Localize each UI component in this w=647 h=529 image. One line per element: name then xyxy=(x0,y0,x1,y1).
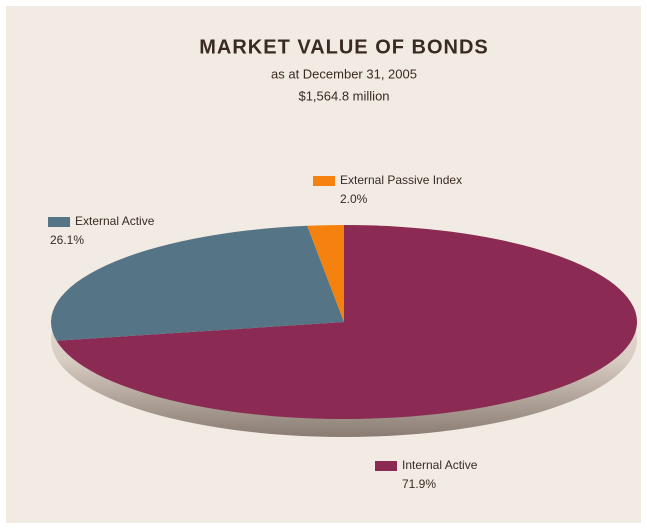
legend-label: External Active xyxy=(75,214,155,228)
legend-swatch xyxy=(48,217,70,227)
value-label: 26.1% xyxy=(50,233,84,247)
legend-label: Internal Active xyxy=(402,458,478,472)
value-label: 2.0% xyxy=(340,192,368,206)
legend-swatch xyxy=(375,461,397,471)
legend-swatch xyxy=(313,176,335,186)
subtitle: as at December 31, 2005 xyxy=(271,66,417,81)
pie-slice xyxy=(51,225,345,341)
pie-slice xyxy=(307,225,344,322)
legend-label: External Passive Index xyxy=(340,173,462,187)
subtitle: $1,564.8 million xyxy=(298,88,389,103)
pie-slice xyxy=(56,225,638,419)
value-label: 71.9% xyxy=(402,477,436,491)
chart-title: MARKET VALUE OF BONDS xyxy=(199,36,489,58)
